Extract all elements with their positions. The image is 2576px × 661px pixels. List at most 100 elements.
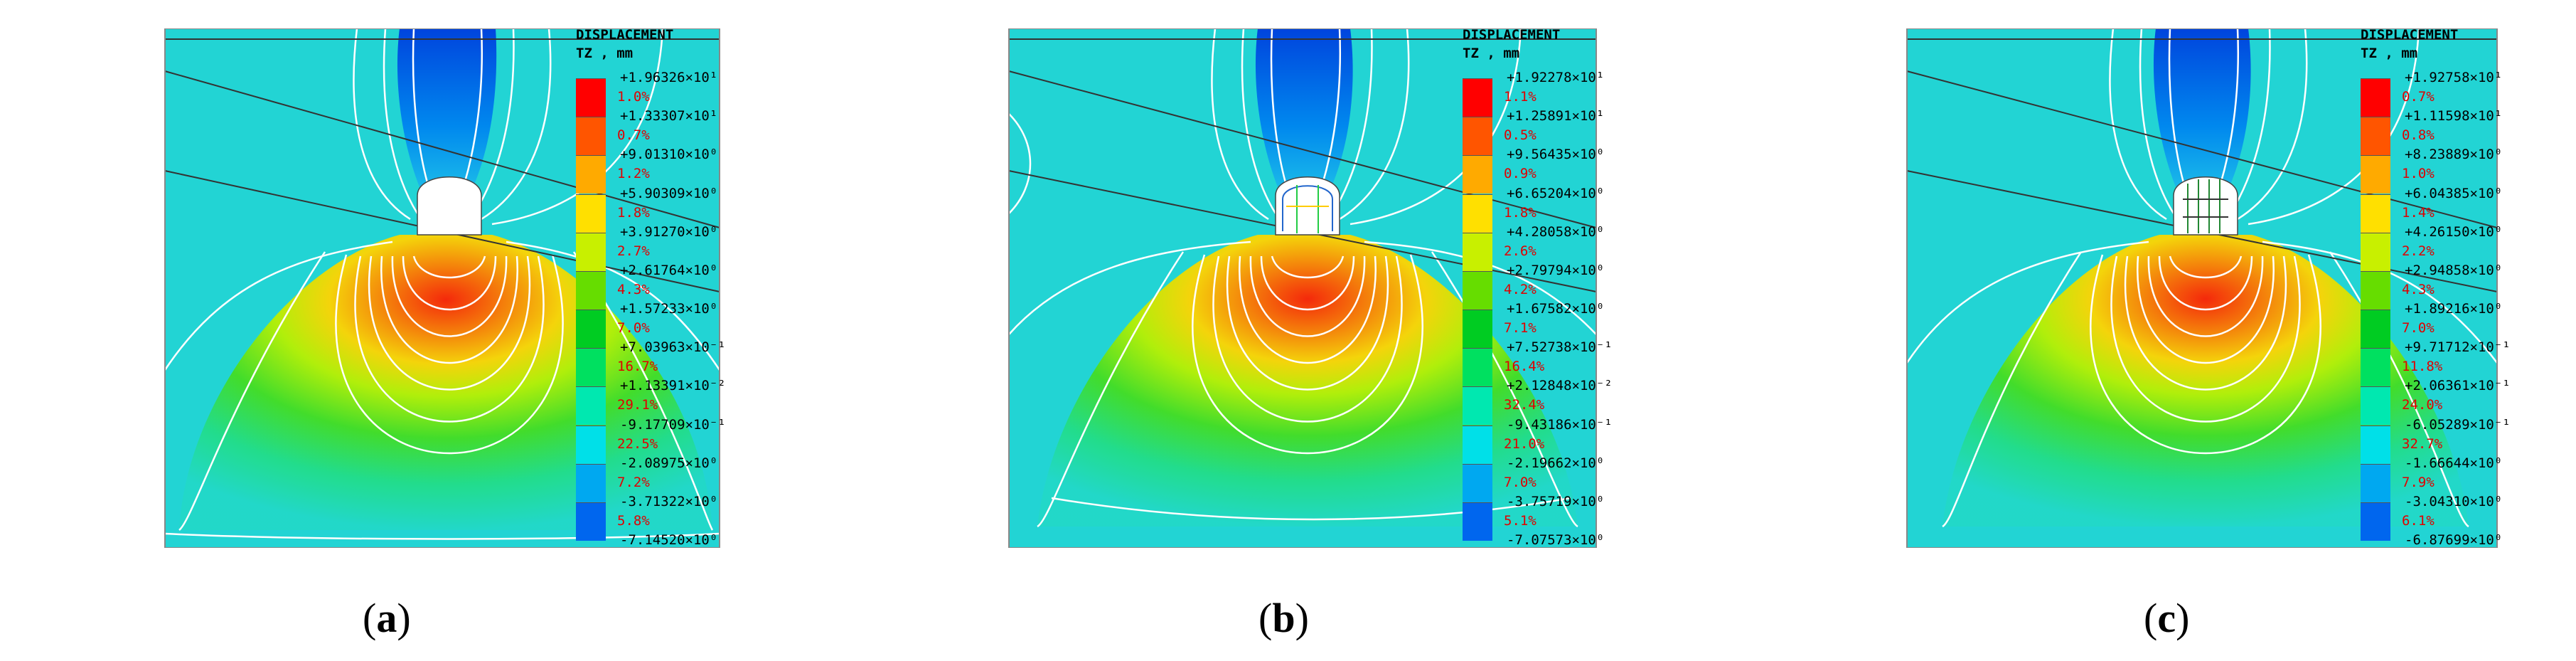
legend-tick-label: -3.75719×10⁰ (1507, 493, 1605, 509)
legend-percent-label: 16.7% (617, 359, 658, 375)
legend-percent-label: 4.3% (617, 281, 650, 297)
legend-tick-label: +7.03963×10⁻¹ (620, 339, 726, 356)
tunnel-opening (2173, 176, 2238, 236)
legend-a: DISPLACEMENT TZ , mm +1.96326×10¹ +1.3330… (576, 27, 974, 554)
legend-percent-label: 5.8% (617, 512, 650, 529)
legend-swatch (576, 386, 606, 425)
legend-swatch (1463, 155, 1492, 194)
legend-tick-label: -7.14520×10⁰ (620, 532, 718, 548)
legend-tick-label: +2.61764×10⁰ (620, 262, 718, 278)
legend-swatch (1463, 386, 1492, 425)
legend-tick-label: +2.94858×10⁰ (2405, 262, 2503, 278)
legend-swatch (576, 463, 606, 502)
legend-percent-label: 0.7% (617, 127, 650, 144)
legend-tick-label: +4.28058×10⁰ (1507, 223, 1605, 240)
legend-swatch (1463, 310, 1492, 349)
green-bulb (1037, 235, 1578, 527)
legend-swatch (1463, 270, 1492, 310)
legend-percent-label: 0.5% (1504, 127, 1536, 144)
legend-tick-label: +9.71712×10⁻¹ (2405, 339, 2511, 356)
legend-tick-label: +1.33307×10¹ (620, 108, 718, 125)
legend-swatch (2361, 194, 2390, 233)
tunnel-opening (417, 176, 482, 236)
legend-title: DISPLACEMENT (2361, 27, 2459, 43)
legend-tick-label: +3.91270×10⁰ (620, 223, 718, 240)
legend-percent-label: 24.0% (2402, 397, 2443, 413)
legend-swatch (2361, 78, 2390, 117)
legend-tick-label: +1.67582×10⁰ (1507, 301, 1605, 317)
legend-tick-label: -6.05289×10⁻¹ (2405, 416, 2511, 433)
legend-tick-label: +1.11598×10¹ (2405, 108, 2503, 125)
legend-percent-label: 1.2% (617, 166, 650, 182)
legend-swatch (2361, 155, 2390, 194)
legend-swatch (2361, 502, 2390, 541)
legend-tick-label: +1.89216×10⁰ (2405, 301, 2503, 317)
legend-colorbar (576, 78, 606, 541)
legend-tick-label: +8.23889×10⁰ (2405, 147, 2503, 163)
support-structure (1282, 185, 1333, 233)
legend-tick-label: -2.08975×10⁰ (620, 455, 718, 471)
legend-tick-label: +6.04385×10⁰ (2405, 185, 2503, 201)
legend-swatch (1463, 117, 1492, 156)
green-bulb (1942, 235, 2469, 527)
legend-swatch (1463, 232, 1492, 271)
legend-swatch (576, 270, 606, 310)
legend-swatch (2361, 348, 2390, 387)
legend-percent-label: 1.8% (617, 204, 650, 221)
legend-swatch (2361, 232, 2390, 271)
legend-tick-label: +2.79794×10⁰ (1507, 262, 1605, 278)
legend-tick-label: -9.43186×10⁻¹ (1507, 416, 1613, 433)
legend-percent-label: 7.2% (617, 474, 650, 490)
legend-percent-label: 7.0% (2402, 320, 2435, 337)
legend-percent-label: 7.0% (1504, 474, 1536, 490)
legend-swatch (2361, 117, 2390, 156)
legend-swatch (2361, 386, 2390, 425)
legend-percent-label: 0.9% (1504, 166, 1536, 182)
legend-tick-label: +4.26150×10⁰ (2405, 223, 2503, 240)
legend-tick-label: +9.56435×10⁰ (1507, 147, 1605, 163)
legend-percent-label: 32.4% (1504, 397, 1545, 413)
legend-tick-label: +2.06361×10⁻¹ (2405, 378, 2511, 394)
legend-swatch (576, 155, 606, 194)
contour-plot-c (1906, 28, 2498, 548)
legend-c: DISPLACEMENT TZ , mm +1.92758×10¹ +1.1159… (2361, 27, 2576, 554)
legend-tick-label: -1.66644×10⁰ (2405, 455, 2503, 471)
legend-tick-label: +1.96326×10¹ (620, 70, 718, 85)
legend-subtitle: TZ , mm (576, 46, 634, 61)
legend-tick-label: -3.04310×10⁰ (2405, 493, 2503, 509)
legend-swatch (1463, 78, 1492, 117)
legend-tick-label: +1.92278×10¹ (1507, 70, 1605, 85)
legend-percent-label: 1.8% (1504, 204, 1536, 221)
contour-plot-b (1008, 28, 1597, 548)
legend-swatch (1463, 463, 1492, 502)
legend-percent-label: 11.8% (2402, 359, 2443, 375)
panel-a: DISPLACEMENT TZ , mm +1.96326×10¹ +1.3330… (0, 0, 853, 661)
legend-subtitle: TZ , mm (1463, 46, 1520, 61)
legend-colorbar (2361, 78, 2390, 541)
legend-percent-label: 0.8% (2402, 127, 2435, 144)
legend-tick-label: +5.90309×10⁰ (620, 185, 718, 201)
legend-swatch (576, 310, 606, 349)
legend-percent-label: 2.7% (617, 243, 650, 259)
legend-percent-label: 2.6% (1504, 243, 1536, 259)
legend-tick-label: +1.92758×10¹ (2405, 70, 2503, 85)
caption-c: (c) (2144, 595, 2190, 641)
legend-tick-label: +9.01310×10⁰ (620, 147, 718, 163)
legend-tick-label: +6.65204×10⁰ (1507, 185, 1605, 201)
legend-percent-label: 1.4% (2402, 204, 2435, 221)
legend-swatch (1463, 194, 1492, 233)
legend-percent-label: 1.0% (617, 89, 650, 105)
legend-percent-label: 1.0% (2402, 166, 2435, 182)
legend-percent-label: 4.3% (2402, 281, 2435, 297)
panel-b: DISPLACEMENT TZ , mm +1.92278×10¹ +1.2589… (860, 0, 1714, 661)
legend-percent-label: 7.9% (2402, 474, 2435, 490)
legend-percent-label: 1.1% (1504, 89, 1536, 105)
legend-tick-label: -6.87699×10⁰ (2405, 532, 2503, 548)
legend-swatch (2361, 270, 2390, 310)
legend-percent-label: 32.7% (2402, 435, 2443, 452)
legend-tick-label: +1.25891×10¹ (1507, 108, 1605, 125)
legend-swatch (576, 348, 606, 387)
legend-colorbar (1463, 78, 1492, 541)
legend-swatch (1463, 348, 1492, 387)
legend-percent-label: 5.1% (1504, 512, 1536, 529)
